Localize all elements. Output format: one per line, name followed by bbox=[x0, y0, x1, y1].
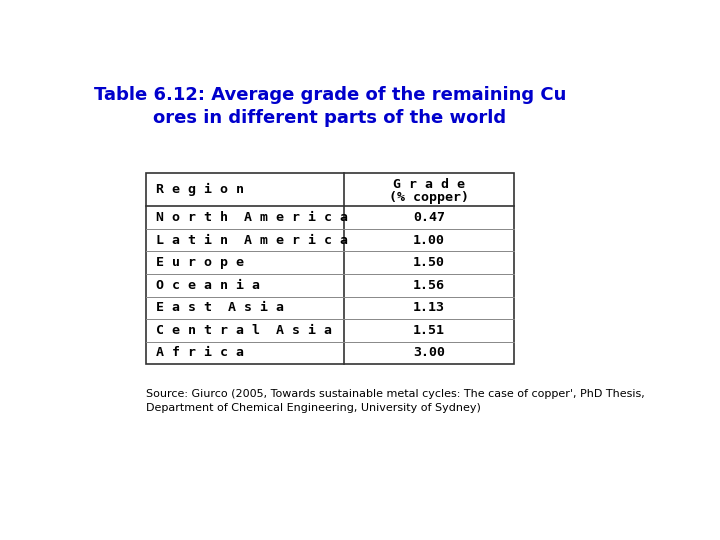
Text: Source: Giurco (2005, Towards sustainable metal cycles: The case of copper', PhD: Source: Giurco (2005, Towards sustainabl… bbox=[145, 389, 644, 413]
Text: O c e a n i a: O c e a n i a bbox=[156, 279, 260, 292]
Text: L a t i n  A m e r i c a: L a t i n A m e r i c a bbox=[156, 234, 348, 247]
Text: 1.00: 1.00 bbox=[413, 234, 445, 247]
Text: 1.51: 1.51 bbox=[413, 324, 445, 337]
Text: (% copper): (% copper) bbox=[389, 191, 469, 204]
Text: C e n t r a l  A s i a: C e n t r a l A s i a bbox=[156, 324, 332, 337]
Text: 0.47: 0.47 bbox=[413, 211, 445, 224]
Text: N o r t h  A m e r i c a: N o r t h A m e r i c a bbox=[156, 211, 348, 224]
Text: 3.00: 3.00 bbox=[413, 346, 445, 360]
Text: 1.13: 1.13 bbox=[413, 301, 445, 314]
Text: 1.56: 1.56 bbox=[413, 279, 445, 292]
Text: E a s t  A s i a: E a s t A s i a bbox=[156, 301, 284, 314]
Text: 1.50: 1.50 bbox=[413, 256, 445, 269]
Text: G r a d e: G r a d e bbox=[393, 178, 465, 191]
Text: A f r i c a: A f r i c a bbox=[156, 346, 244, 360]
Text: E u r o p e: E u r o p e bbox=[156, 256, 244, 269]
Text: R e g i o n: R e g i o n bbox=[156, 183, 244, 196]
Text: Table 6.12: Average grade of the remaining Cu
ores in different parts of the wor: Table 6.12: Average grade of the remaini… bbox=[94, 85, 566, 127]
